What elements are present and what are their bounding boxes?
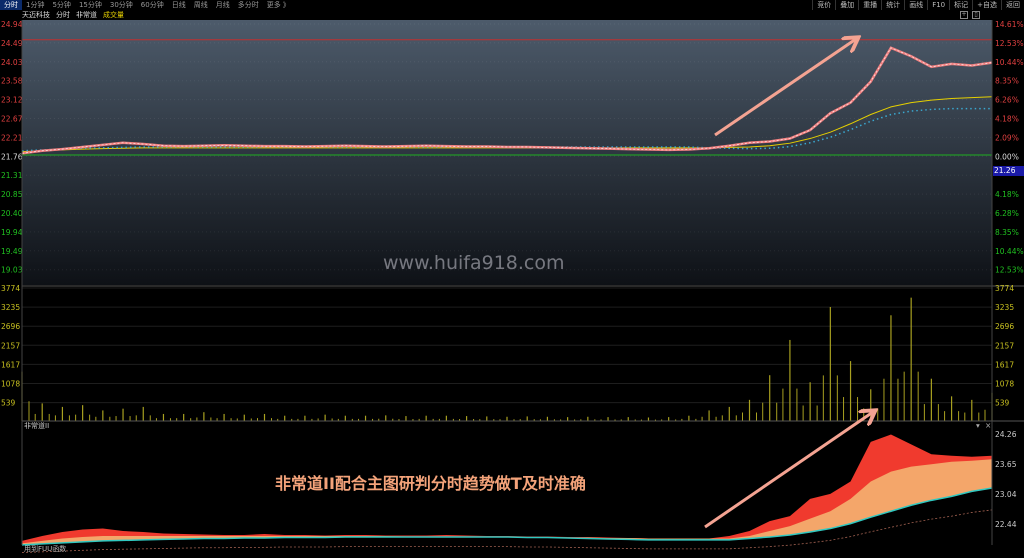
annotation-arrow-indicator bbox=[704, 412, 873, 529]
add-icon[interactable]: + bbox=[960, 11, 968, 19]
toolbar-button[interactable]: 竞价 bbox=[812, 0, 835, 10]
price-axis-label: 23.12 bbox=[1, 96, 23, 105]
indicator-name: 非常道 bbox=[76, 11, 97, 19]
period-tab[interactable]: 60分钟 bbox=[140, 1, 164, 9]
watermark: www.huifa918.com bbox=[383, 252, 565, 274]
price-axis-label: 24.94 bbox=[1, 20, 23, 29]
annotation-arrow-price bbox=[714, 39, 856, 137]
volume-axis-label-left: 3774 bbox=[1, 284, 20, 293]
chart-title-row: 天迈科技 分时 非常道 成交量 bbox=[22, 10, 124, 20]
toolbar-button[interactable]: 画线 bbox=[904, 0, 927, 10]
indicator-axis-label: 22.44 bbox=[995, 520, 1017, 529]
indicator-note: 用到FUU函数 bbox=[24, 545, 67, 553]
percent-axis-label: 8.35% bbox=[995, 228, 1019, 237]
volume-axis-label: 3235 bbox=[995, 303, 1014, 312]
volume-axis-label: 1617 bbox=[995, 360, 1014, 369]
period-tab[interactable]: 多分时 bbox=[237, 1, 259, 9]
indicator-base-area bbox=[22, 487, 992, 545]
volume-axis-label: 2157 bbox=[995, 341, 1014, 350]
period-tab[interactable]: 周线 bbox=[193, 1, 208, 9]
annotation-text: 非常道II配合主图研判分时趋势做T及时准确 bbox=[275, 474, 586, 493]
indicator-close-icon: × bbox=[985, 421, 991, 430]
percent-axis-label: 10.44% bbox=[995, 58, 1024, 67]
indicator-axis-label: 23.65 bbox=[995, 460, 1017, 469]
volume-axis-label-left: 539 bbox=[1, 399, 16, 408]
price-panel-background bbox=[22, 20, 992, 285]
percent-axis-label: 4.18% bbox=[995, 115, 1019, 124]
period-tab[interactable]: 15分钟 bbox=[78, 1, 102, 9]
toolbar-button[interactable]: 标记 bbox=[949, 0, 972, 10]
period-tab[interactable]: 30分钟 bbox=[109, 1, 133, 9]
period-tab[interactable]: 1分钟 bbox=[26, 1, 45, 9]
percent-axis-label: 8.35% bbox=[995, 77, 1019, 86]
panel-toggle-icon[interactable]: ▯ bbox=[972, 11, 980, 19]
period-tab[interactable]: 5分钟 bbox=[52, 1, 71, 9]
volume-axis-label-left: 2696 bbox=[1, 322, 20, 331]
volume-axis-label-left: 1617 bbox=[1, 360, 20, 369]
toolbar-button[interactable]: 重播 bbox=[858, 0, 881, 10]
period-tab[interactable]: 日线 bbox=[171, 1, 186, 9]
percent-axis-label: 6.28% bbox=[995, 209, 1019, 218]
last-price-tag: 21.26 bbox=[993, 166, 1024, 176]
indicator-axis-label: 24.26 bbox=[995, 430, 1017, 439]
period-tab[interactable]: 更多 》 bbox=[266, 1, 290, 9]
indicator-axis-label: 23.04 bbox=[995, 490, 1017, 499]
price-axis-label: 21.76 bbox=[1, 152, 23, 161]
percent-axis-label: 4.18% bbox=[995, 190, 1019, 199]
volume-axis-label: 539 bbox=[995, 399, 1010, 408]
percent-axis-label: 2.09% bbox=[995, 133, 1019, 142]
volume-label[interactable]: 成交量 bbox=[103, 11, 124, 19]
period-tab[interactable]: 分时 bbox=[0, 0, 22, 10]
period-tab[interactable]: 月线 bbox=[215, 1, 230, 9]
percent-axis-label: 6.26% bbox=[995, 96, 1019, 105]
chart-mode: 分时 bbox=[56, 11, 70, 19]
toolbar-buttons: 竞价 叠加 重播 统计 画线 F10 标记 +自选 返回 bbox=[812, 0, 1024, 10]
price-axis-label: 22.21 bbox=[1, 133, 23, 142]
price-axis-label: 20.40 bbox=[1, 209, 23, 218]
volume-axis-label-left: 2157 bbox=[1, 341, 20, 350]
volume-axis-label: 1078 bbox=[995, 380, 1014, 389]
toolbar-button[interactable]: 统计 bbox=[881, 0, 904, 10]
toolbar-button[interactable]: F10 bbox=[927, 0, 949, 10]
period-tabs: 分时 1分钟 5分钟 15分钟 30分钟 60分钟 日线 周线 月线 多分时 更多 》 bbox=[0, 0, 1024, 10]
percent-axis-label: 10.44% bbox=[995, 247, 1024, 256]
indicator-panel-title: 非常道II bbox=[24, 422, 50, 430]
percent-axis-label: 12.53% bbox=[995, 39, 1024, 48]
volume-axis-label-left: 3235 bbox=[1, 303, 20, 312]
price-axis-label: 24.03 bbox=[1, 58, 23, 67]
price-axis-label: 19.03 bbox=[1, 266, 23, 275]
price-axis-label: 21.31 bbox=[1, 171, 23, 180]
price-axis-label: 20.85 bbox=[1, 190, 23, 199]
price-axis-label: 24.49 bbox=[1, 39, 23, 48]
toolbar-button[interactable]: 返回 bbox=[1001, 0, 1024, 10]
price-axis-label: 23.58 bbox=[1, 77, 23, 86]
percent-axis-label: 14.61% bbox=[995, 20, 1024, 29]
stock-name: 天迈科技 bbox=[22, 11, 50, 19]
toolbar-button[interactable]: 叠加 bbox=[835, 0, 858, 10]
price-axis-label: 19.49 bbox=[1, 247, 23, 256]
volume-axis-label: 2696 bbox=[995, 322, 1014, 331]
indicator-menu-icon: ▾ bbox=[976, 421, 980, 430]
indicator-teal-line bbox=[21, 487, 993, 546]
percent-axis-label: 0.00% bbox=[995, 152, 1019, 161]
price-axis-label: 19.94 bbox=[1, 228, 23, 237]
volume-axis-label-left: 1078 bbox=[1, 380, 20, 389]
volume-axis-label: 3774 bbox=[995, 284, 1014, 293]
indicator-dashed-line bbox=[21, 509, 993, 553]
percent-axis-label: 12.53% bbox=[995, 266, 1024, 275]
price-axis-label: 22.67 bbox=[1, 115, 23, 124]
price-line-dashed bbox=[21, 47, 993, 154]
toolbar-button[interactable]: +自选 bbox=[972, 0, 1001, 10]
